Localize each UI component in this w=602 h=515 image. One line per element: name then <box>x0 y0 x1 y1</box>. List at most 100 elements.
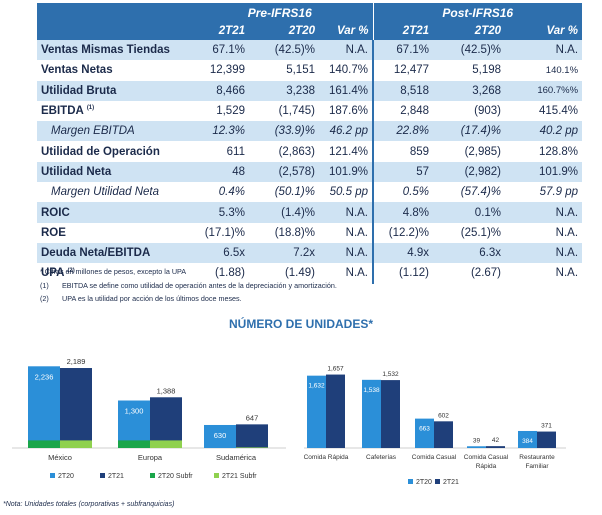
row-label-text: EBITDA <box>41 105 84 118</box>
table-cell: 5.3% <box>187 202 249 223</box>
group-header-pre: Pre-IFRS16 <box>187 3 374 22</box>
row-label-text: ROE <box>41 226 66 239</box>
note-upa: (2) UPA es la utilidad por acción de los … <box>40 292 337 306</box>
bar-2T21 <box>236 424 268 448</box>
table-cell: N.A. <box>505 40 583 61</box>
table-row: Utilidad de Operación 611 (2,863) 121.4% 859… <box>37 141 583 162</box>
row-label-text: UPA <box>41 267 65 280</box>
bar-2T21 Subfr <box>150 440 182 448</box>
bar-2T21 <box>381 380 400 448</box>
note-key: (2) <box>40 294 49 303</box>
legend-label: 2T20 <box>416 479 432 486</box>
table-cell: 7.2x <box>249 242 319 264</box>
units-by-region-chart: 2,236 2,189 México 1,300 1,388 Europa 630 647 Su… <box>8 333 290 495</box>
row-label: UPA (2) <box>37 263 187 284</box>
table-cell: 46.2 pp <box>319 121 374 142</box>
units-footnote: *Nota: Unidades totales (corporativas + … <box>3 501 175 508</box>
table-row: ROIC 5.3% (1.4)% N.A. 4.8% 0.1% N.A. <box>37 202 583 223</box>
category-label: Rápida <box>476 463 497 470</box>
row-label: ROIC <box>37 202 187 223</box>
data-label: 1,632 <box>308 383 325 390</box>
data-label: 1,538 <box>363 387 380 394</box>
table-cell: 160.7%% <box>505 80 583 101</box>
data-label: 1,388 <box>157 386 176 395</box>
table-cell: (42.5)% <box>433 40 506 61</box>
data-label: 42 <box>492 437 500 444</box>
chart-canvas-format: 1,632 1,657 Comida Rápida 1,538 1,532 Cafeter… <box>304 366 566 486</box>
bar-2T20 <box>415 418 434 448</box>
table-row: Margen Utilidad Neta 0.4% (50.1)% 50.5 pp 0.… <box>37 182 583 203</box>
legend-swatch <box>214 473 219 478</box>
table-cell: 50.5 pp <box>319 182 374 203</box>
table-cell: 859 <box>372 141 434 162</box>
table-cell: (1.49) <box>249 263 319 284</box>
table-row: Deuda Neta/EBITDA 6.5x 7.2x N.A. 4.9x 6.3x N.A… <box>37 242 583 264</box>
table-cell: (17.4)% <box>433 121 506 142</box>
note-ebitda: (1) EBITDA se define como utilidad de ope… <box>40 279 337 293</box>
row-label-text: Deuda Neta/EBITDA <box>41 247 151 260</box>
table-cell: 140.1% <box>505 60 583 81</box>
table-cell: N.A. <box>319 222 374 243</box>
table-row: Ventas Mismas Tiendas 67.1% (42.5)% N.A. 67.… <box>37 40 583 61</box>
units-section-title: NÚMERO DE UNIDADES* <box>228 317 373 331</box>
table-row: UPA (2) (1.88) (1.49) N.A. (1.12) (2.67) N.A. <box>37 263 583 284</box>
bar-2T20 Subfr <box>28 440 60 448</box>
category-label: Comida Rápida <box>304 454 349 461</box>
category-label: México <box>48 453 72 462</box>
column-header: 2T21 <box>187 22 249 40</box>
row-label: ROE <box>37 222 187 243</box>
table-cell: 8,466 <box>187 80 249 101</box>
bar-2T21 <box>326 374 345 448</box>
table-cell: N.A. <box>505 242 583 264</box>
table-cell: 3,268 <box>433 80 506 101</box>
row-label: EBITDA (1) <box>37 100 187 122</box>
bar-2T21 <box>60 368 92 448</box>
table-row: ROE (17.1)% (18.8)% N.A. (12.2)% (25.1)% N.A. <box>37 222 583 243</box>
bar-2T21 <box>150 397 182 448</box>
table-cell: 5,151 <box>249 60 319 81</box>
table-cell: 0.4% <box>187 182 249 203</box>
legend-swatch <box>100 473 105 478</box>
table-cell: (2.67) <box>433 263 506 284</box>
column-header: 2T20 <box>249 22 319 40</box>
table-cell: 101.9% <box>319 161 374 183</box>
table-cell: 161.4% <box>319 80 374 101</box>
note-text: UPA es la utilidad por acción de los últ… <box>62 294 242 303</box>
row-label-text: Utilidad Bruta <box>41 84 117 97</box>
column-header: 2T21 <box>372 22 434 40</box>
table-cell: 611 <box>187 141 249 162</box>
row-label-text: Margen Utilidad Neta <box>51 186 160 199</box>
legend-swatch <box>150 473 155 478</box>
bar-2T20 <box>307 375 326 448</box>
table-notes: * Cifras en millones de pesos, excepto l… <box>40 265 337 306</box>
row-label: Ventas Netas <box>37 60 187 81</box>
table-cell: (2,982) <box>433 161 506 183</box>
row-label: Margen Utilidad Neta <box>37 182 187 203</box>
table-cell: 415.4% <box>505 100 583 122</box>
column-header: Var % <box>505 22 583 40</box>
table-cell: 57.9 pp <box>505 182 583 203</box>
legend-label: 2T21 <box>108 473 124 480</box>
row-label: Utilidad de Operación <box>37 141 187 162</box>
bar-2T20 <box>518 430 537 448</box>
category-label: Sudamérica <box>216 453 257 462</box>
row-label-text: ROIC <box>41 206 70 219</box>
table-cell: 22.8% <box>372 121 434 142</box>
legend-label: 2T20 <box>58 473 74 480</box>
note-key: (1) <box>40 280 49 290</box>
data-label: 39 <box>473 437 481 444</box>
table-cell: (33.9)% <box>249 121 319 142</box>
financial-table: Pre-IFRS16 Post-IFRS16 2T21 2T20 Var % 2… <box>37 3 583 284</box>
table-cell: 187.6% <box>319 100 374 122</box>
table-cell: 67.1% <box>372 40 434 61</box>
data-label: 1,300 <box>125 407 144 416</box>
table-cell: 6.3x <box>433 242 506 264</box>
bar-2T20 Subfr <box>118 440 150 448</box>
table-cell: (1.4)% <box>249 202 319 223</box>
category-label: Cafeterías <box>366 454 397 461</box>
table-cell: (17.1)% <box>187 222 249 243</box>
legend-label: 2T20 Subfr <box>158 473 193 480</box>
table-cell: (25.1)% <box>433 222 506 243</box>
row-label: Utilidad Bruta <box>37 80 187 101</box>
table-cell: (57.4)% <box>433 182 506 203</box>
